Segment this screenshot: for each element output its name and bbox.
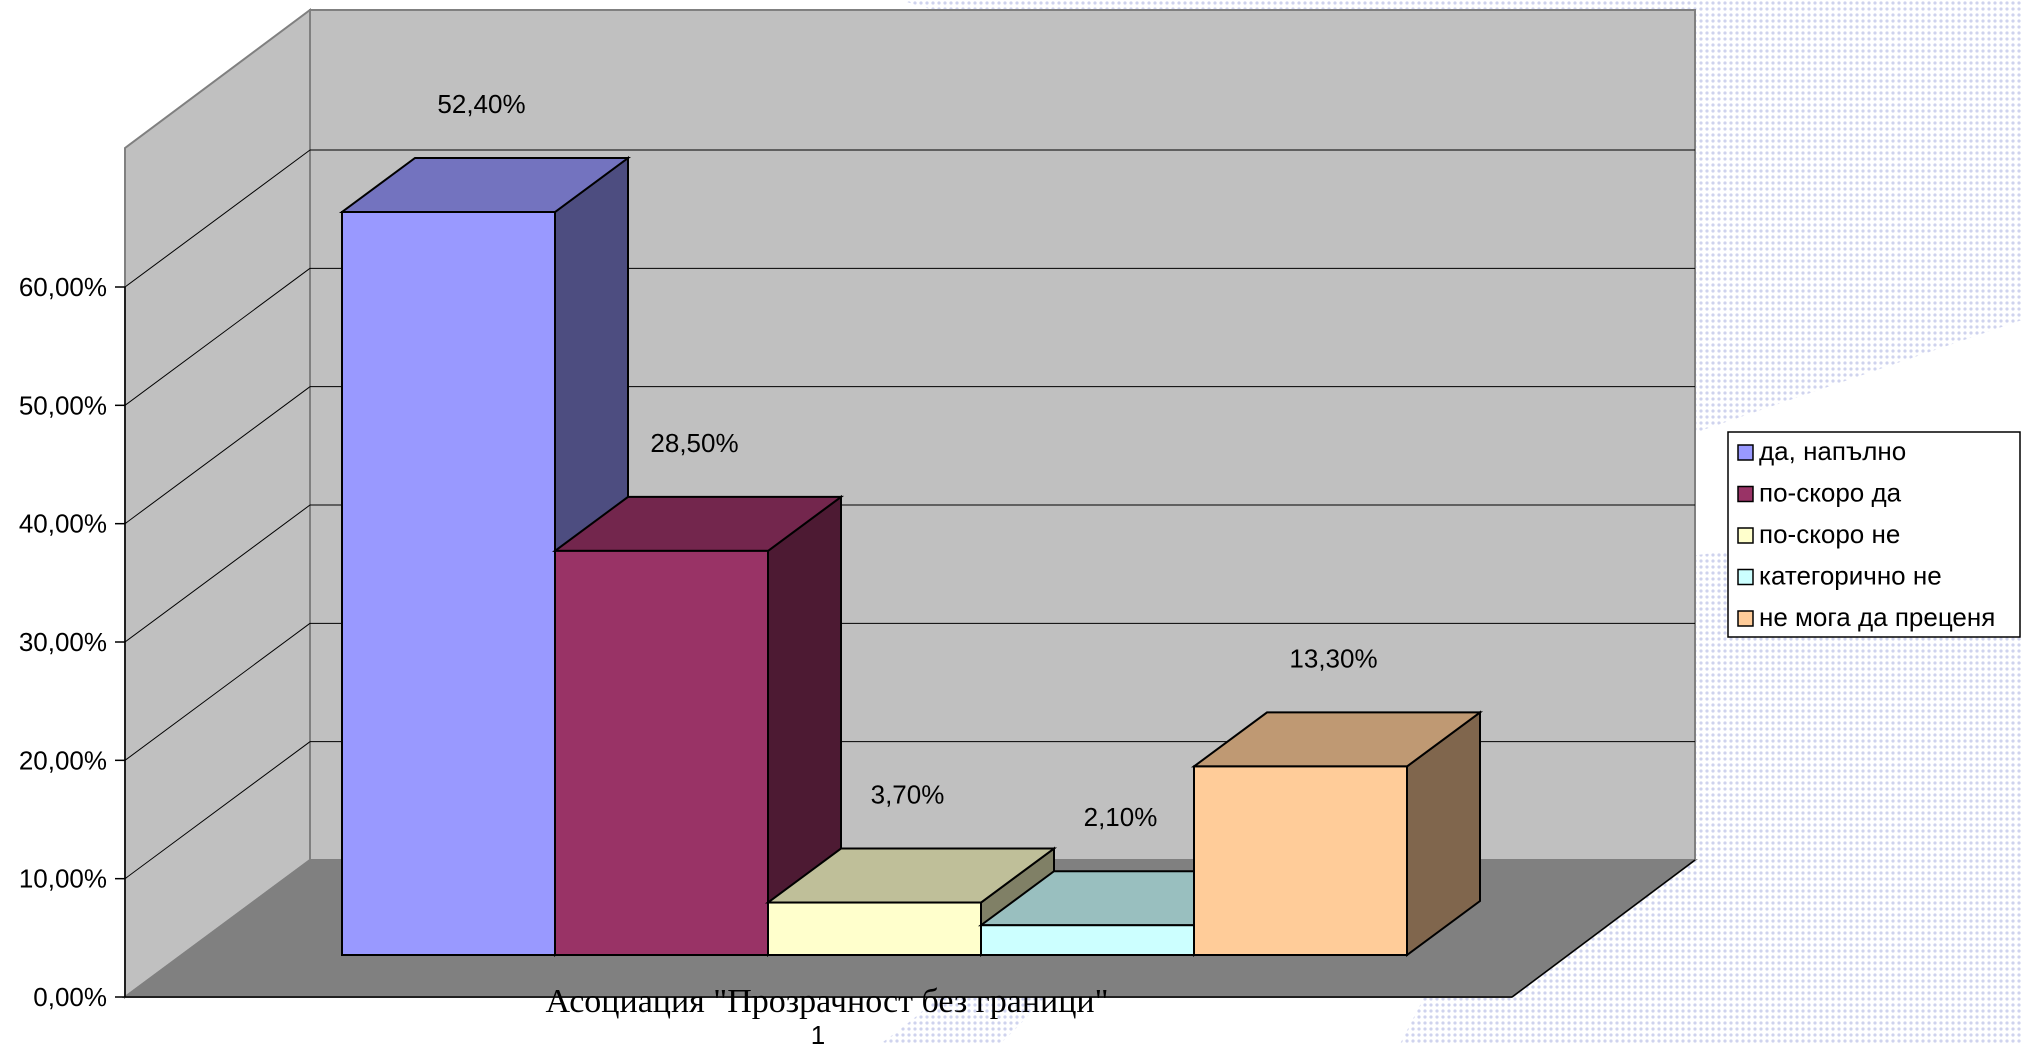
- bars: [338, 156, 1484, 957]
- legend-label: не мога да преценя: [1759, 602, 1995, 632]
- legend-label: да, напълно: [1759, 436, 1906, 466]
- y-tick-label: 10,00%: [19, 864, 107, 894]
- bar: [764, 846, 1058, 957]
- bar-front: [1193, 765, 1408, 956]
- legend-label: по-скоро да: [1759, 478, 1902, 508]
- gridline-side: [124, 504, 311, 643]
- y-tick-label: 40,00%: [19, 509, 107, 539]
- bar-front: [980, 924, 1195, 956]
- gridline-side: [124, 149, 311, 288]
- y-axis: [115, 286, 1696, 998]
- bar: [551, 494, 845, 957]
- gridline-side: [124, 267, 311, 406]
- gridline-side: [124, 741, 311, 880]
- bar-front: [554, 549, 769, 956]
- y-tick-label: 30,00%: [19, 627, 107, 657]
- y-tick-label: 60,00%: [19, 272, 107, 302]
- legend-swatch: [1737, 527, 1754, 544]
- bar-front: [767, 901, 982, 956]
- y-tick-label: 50,00%: [19, 390, 107, 420]
- legend-swatch: [1737, 610, 1754, 627]
- legend-label: категорично не: [1759, 561, 1942, 591]
- legend: да, напълно по-скоро да по-скоро не категор…: [1727, 431, 2021, 638]
- legend-box: [1727, 431, 2021, 638]
- bar-front: [341, 211, 556, 956]
- data-label: 2,10%: [1084, 802, 1158, 832]
- legend-swatch: [1737, 568, 1754, 586]
- legend-label: по-скоро не: [1759, 519, 1900, 549]
- legend-swatch: [1737, 444, 1754, 461]
- gridline-side: [124, 622, 311, 761]
- data-label: 28,50%: [650, 428, 738, 458]
- data-label: 52,40%: [437, 89, 525, 119]
- y-tick-label: 0,00%: [33, 982, 107, 1012]
- gridline-side: [124, 386, 311, 525]
- data-label: 3,70%: [871, 780, 945, 810]
- legend-swatch: [1737, 485, 1754, 503]
- y-tick-labels: 0,00% 10,00% 20,00% 30,00% 40,00% 50,00% 60,00…: [19, 272, 107, 1012]
- category-axis-title: Асоциация "Прозрачност без граници": [546, 983, 1109, 1020]
- data-labels: 52,40% 28,50% 3,70% 2,10% 13,30%: [437, 89, 1377, 832]
- category-tick-label: 1: [811, 1020, 825, 1044]
- data-label: 13,30%: [1289, 643, 1377, 673]
- bar: [1190, 710, 1484, 957]
- x-axis-depth-line: [1511, 859, 1696, 998]
- y-tick-label: 20,00%: [19, 745, 107, 775]
